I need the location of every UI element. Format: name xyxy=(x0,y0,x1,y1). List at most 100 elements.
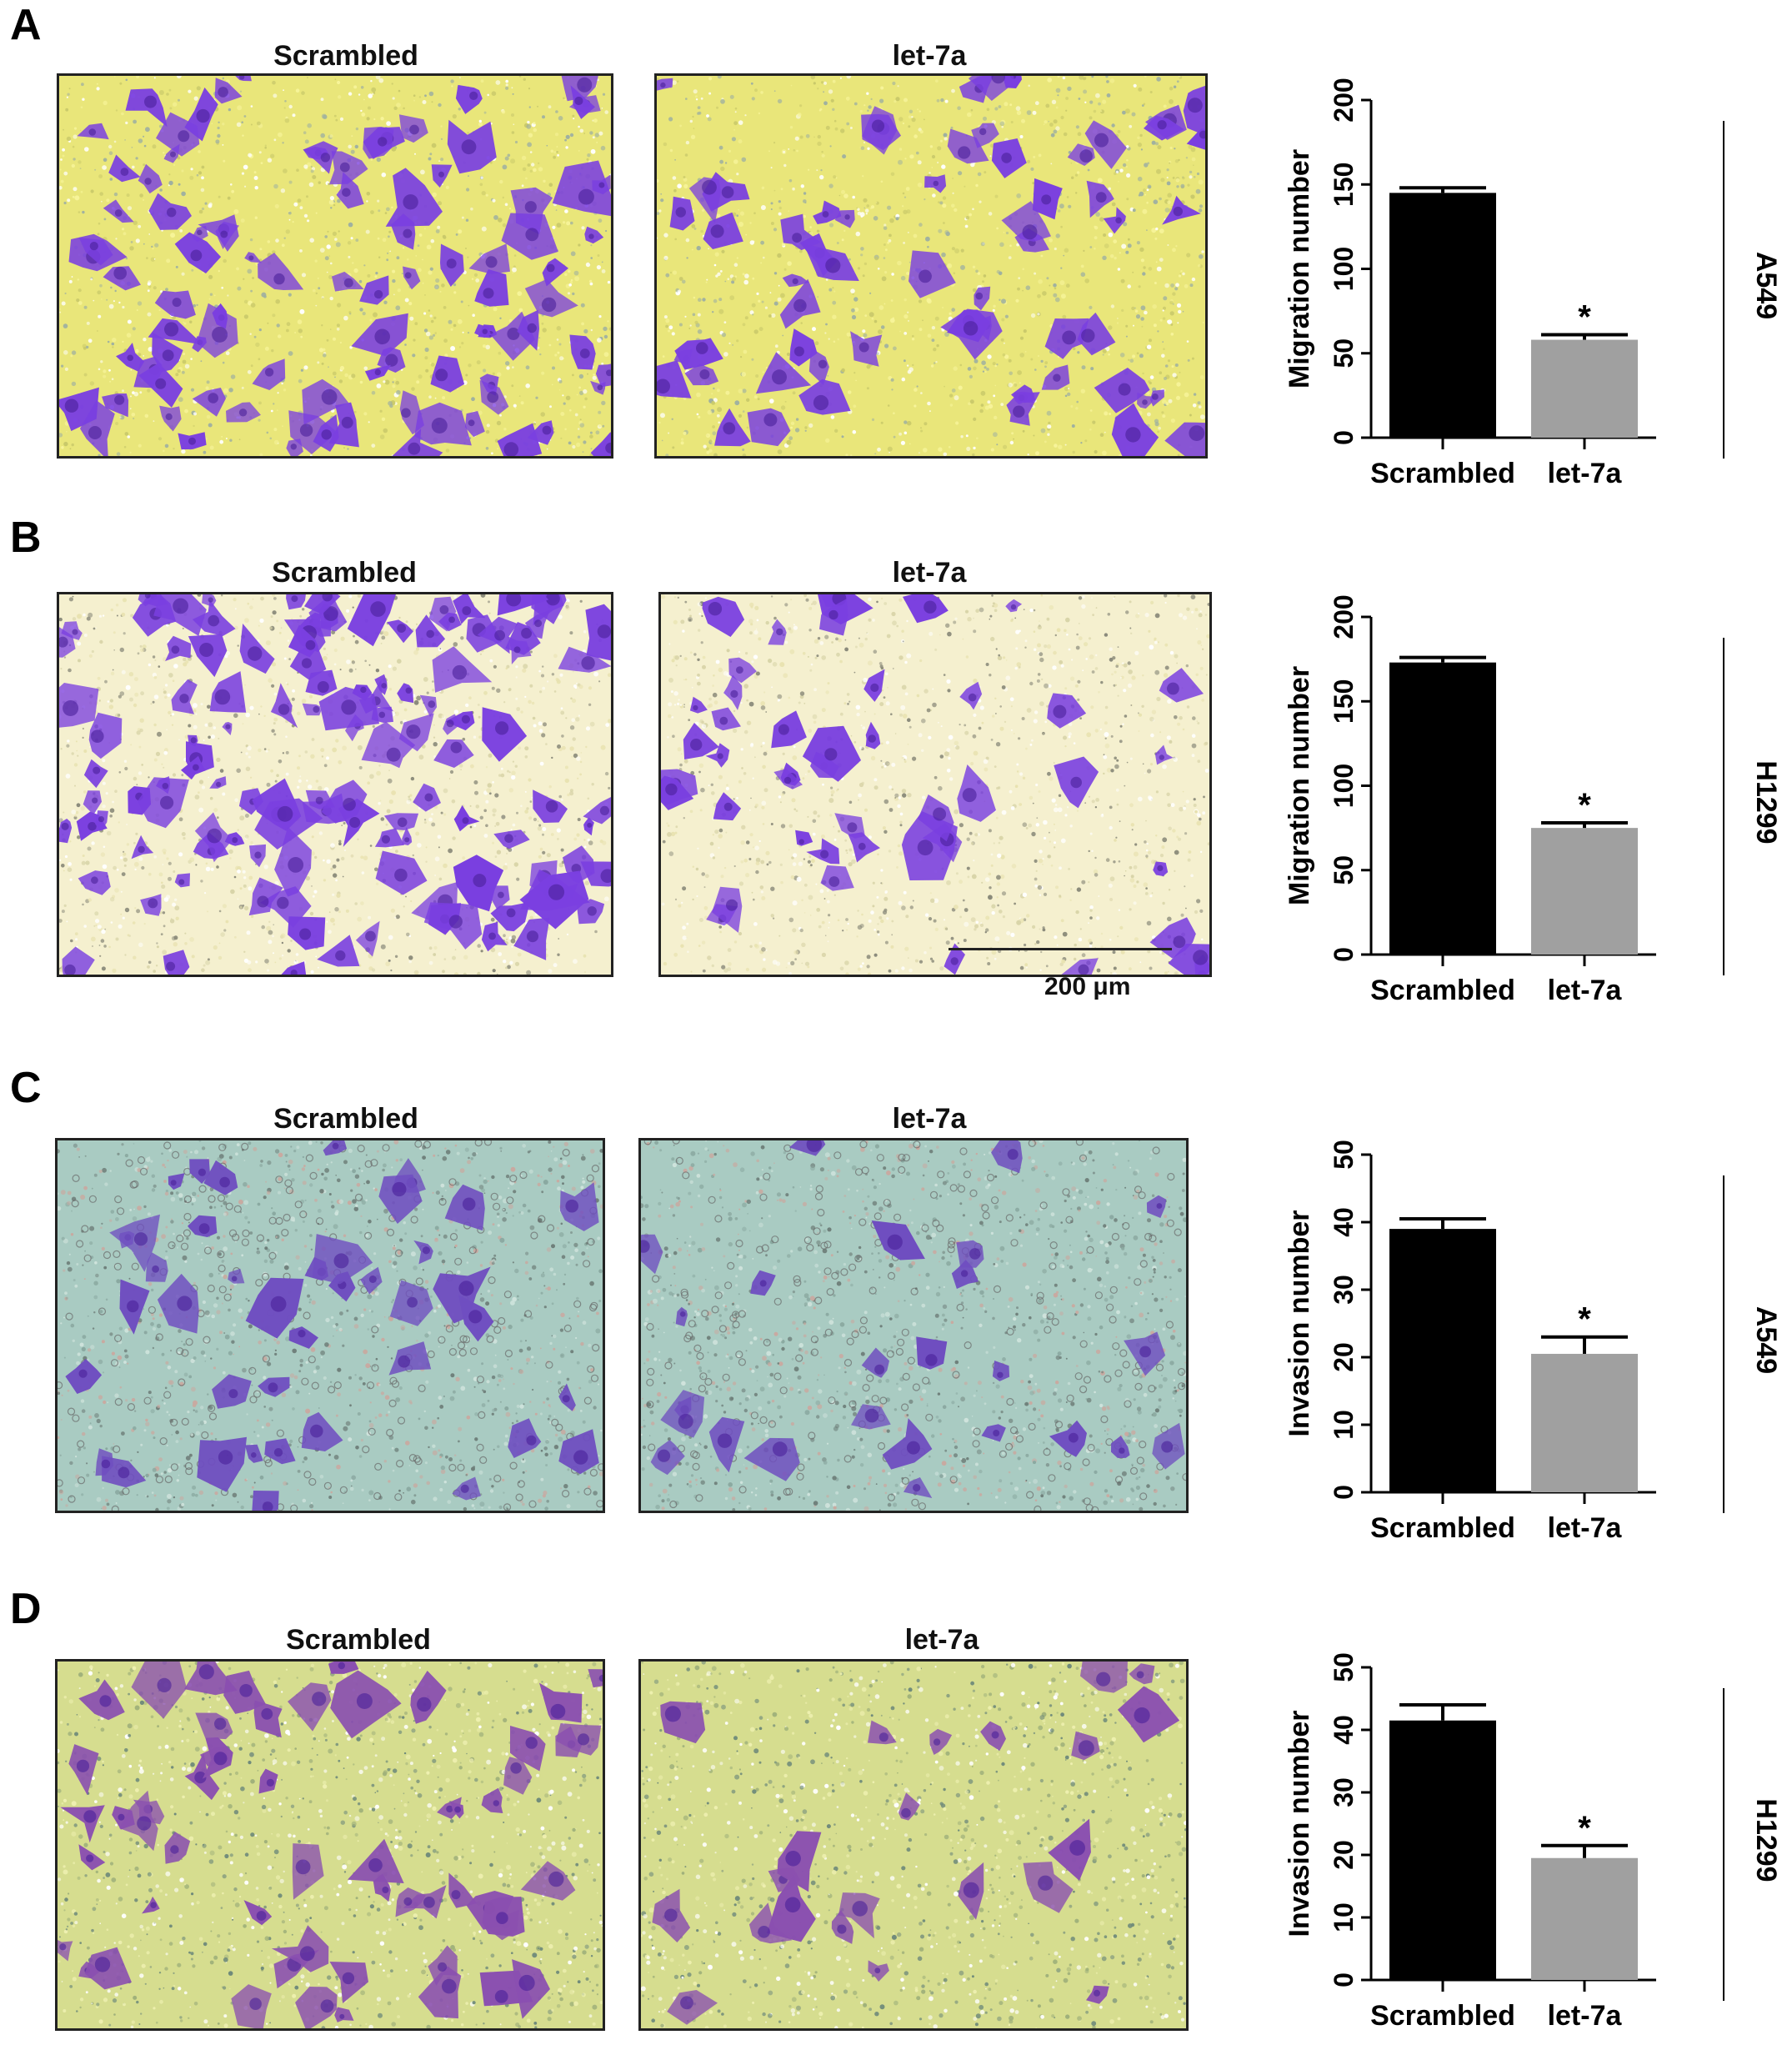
stained-cell xyxy=(929,1728,953,1755)
stained-cell xyxy=(88,712,123,759)
image-title-let7a: let-7a xyxy=(892,40,967,72)
image-title-let7a: let-7a xyxy=(892,557,967,589)
stained-cell xyxy=(109,1214,160,1272)
y-tick-label: 30 xyxy=(1329,1275,1359,1305)
stained-cell xyxy=(1111,1436,1130,1458)
stained-cell xyxy=(184,1662,238,1696)
significance-marker: * xyxy=(1578,298,1591,335)
stained-cell xyxy=(909,250,956,298)
stained-cell xyxy=(388,1341,432,1376)
micrograph-let7a xyxy=(638,1659,1189,2031)
stained-cell xyxy=(288,1326,318,1349)
image-title-let7a: let-7a xyxy=(892,1103,967,1135)
stained-cell xyxy=(1155,744,1174,765)
stained-cell xyxy=(660,1390,705,1438)
stained-cell xyxy=(464,411,485,438)
y-tick-label: 200 xyxy=(1329,594,1359,639)
micrograph-scrambled xyxy=(57,73,613,459)
cell-line-label: A549 xyxy=(1750,252,1782,319)
y-tick-label: 150 xyxy=(1329,163,1359,207)
x-category-label: let-7a xyxy=(1548,458,1623,489)
stained-cell xyxy=(861,113,901,151)
y-tick-label: 200 xyxy=(1329,78,1359,122)
stained-cell xyxy=(559,1182,599,1231)
stained-cell xyxy=(403,266,421,290)
micrograph-scrambled xyxy=(55,1138,605,1513)
stained-cell xyxy=(281,961,307,975)
scale-bar xyxy=(949,948,1172,950)
stained-cell xyxy=(675,1306,688,1327)
bar xyxy=(1531,828,1638,955)
bar-chart: 0 10 20 30 40 50 Invasion number Scrambled * let-… xyxy=(1284,1138,1784,1571)
image-title-let7a: let-7a xyxy=(904,1624,979,1656)
panel-letter: A xyxy=(10,1,42,49)
stained-cell xyxy=(667,1990,718,2025)
stained-cell xyxy=(570,85,595,119)
stained-cell xyxy=(433,739,474,768)
stained-cell xyxy=(474,269,509,307)
stained-cell xyxy=(433,1266,491,1324)
bar xyxy=(1531,1857,1638,1980)
stained-cell xyxy=(410,1671,447,1724)
significance-marker: * xyxy=(1578,787,1591,824)
stained-cell xyxy=(258,253,304,290)
stained-cell xyxy=(916,1336,948,1370)
x-category-label: Scrambled xyxy=(1370,2000,1515,2032)
stained-cell xyxy=(968,76,1015,101)
x-category-label: Scrambled xyxy=(1370,975,1515,1006)
y-tick-label: 50 xyxy=(1329,855,1359,885)
panel-a: A Scrambled let-7a 0 50 100 150 200 Migration… xyxy=(0,0,1792,500)
stained-cell xyxy=(254,798,323,850)
stained-cell xyxy=(378,1174,423,1224)
y-tick-label: 50 xyxy=(1329,338,1359,368)
y-tick-label: 40 xyxy=(1329,1715,1359,1745)
y-tick-label: 50 xyxy=(1329,1652,1359,1682)
panel-letter: C xyxy=(10,1064,42,1112)
stained-cell xyxy=(83,790,102,815)
image-title-scrambled: Scrambled xyxy=(272,557,417,589)
panel-letter: B xyxy=(10,514,42,562)
stained-cell xyxy=(78,238,113,266)
stained-cell xyxy=(991,1140,1023,1174)
y-tick-label: 100 xyxy=(1329,764,1359,808)
scale-bar-label: 200 μm xyxy=(1044,973,1131,1000)
micrograph-scrambled xyxy=(55,1659,605,2031)
micrograph-let7a xyxy=(654,73,1208,459)
cell-line-label: A549 xyxy=(1750,1306,1782,1374)
bar xyxy=(1531,1353,1638,1492)
stained-cell xyxy=(595,363,611,388)
stained-cell xyxy=(482,707,528,762)
stained-cell xyxy=(392,429,443,456)
stained-cell xyxy=(248,877,283,916)
bar xyxy=(1389,1720,1496,1980)
y-axis-label: Invasion number xyxy=(1284,1710,1315,1937)
stained-cell xyxy=(1077,312,1116,356)
stained-cell xyxy=(361,721,416,769)
stained-cell xyxy=(747,408,791,447)
stained-cell xyxy=(510,1726,546,1772)
x-category-label: Scrambled xyxy=(1370,1512,1515,1544)
stained-cell xyxy=(588,1669,603,1688)
x-category-label: let-7a xyxy=(1548,1512,1623,1544)
stained-cell xyxy=(583,796,611,825)
stained-cell xyxy=(203,1160,238,1195)
stained-cell xyxy=(131,1662,188,1719)
panel-d: D Scrambled let-7a 0 10 20 30 40 50 Invasion n… xyxy=(0,1584,1792,2060)
stained-cell xyxy=(214,78,243,104)
x-category-label: let-7a xyxy=(1548,2000,1623,2032)
stained-cell xyxy=(1103,207,1126,234)
stained-cell xyxy=(391,213,416,250)
stained-cell xyxy=(1049,1420,1087,1457)
x-category-label: Scrambled xyxy=(1370,458,1515,489)
stained-cell xyxy=(712,886,743,933)
stained-cell xyxy=(971,123,999,148)
stained-cell xyxy=(59,387,99,431)
cell-line-label: H1299 xyxy=(1750,1798,1782,1882)
stained-cell xyxy=(520,1861,576,1901)
significance-marker: * xyxy=(1578,1810,1591,1847)
bar-chart: 0 50 100 150 200 Migration number Scrambled * le… xyxy=(1284,594,1784,1034)
y-tick-label: 0 xyxy=(1329,947,1359,962)
stained-cell xyxy=(519,870,589,930)
bar xyxy=(1389,1229,1496,1492)
stained-cell xyxy=(374,674,388,695)
